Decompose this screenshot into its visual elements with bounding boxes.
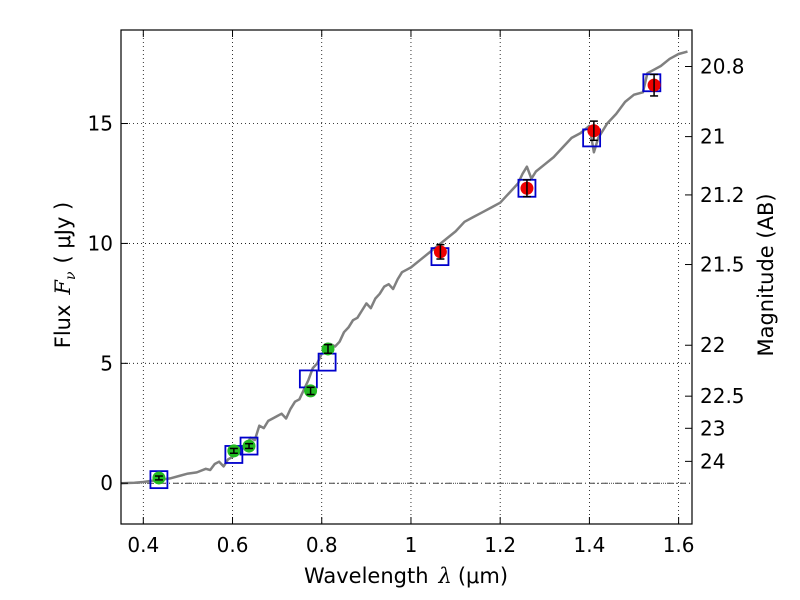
y2-tick-label: 22.5 <box>700 384 745 408</box>
y-tick-label: 0 <box>100 471 113 495</box>
x-tick-label: 1.4 <box>573 533 605 557</box>
x-tick-label: 1.6 <box>663 533 695 557</box>
plot-frame <box>120 29 693 525</box>
axis-ticks: 0.4 0.6 0.8 1 1.2 1.4 1.6 0 5 10 15 20.8 21 21.2 21.5 2… <box>88 30 745 557</box>
y-tick-label: 10 <box>88 231 113 255</box>
y2-tick-label: 21.2 <box>700 183 745 207</box>
y-axis-title: FluxFν( μJy ) <box>51 202 79 348</box>
y2-axis-title: Magnitude (AB) <box>754 193 778 356</box>
x-tick-label: 1.2 <box>484 533 516 557</box>
x-tick-label: 0.8 <box>306 533 338 557</box>
y2-tick-label: 21.5 <box>700 253 745 277</box>
x-tick-label: 0.6 <box>217 533 249 557</box>
model-band-square <box>239 436 259 456</box>
model-band-square <box>149 470 169 490</box>
y2-tick-label: 24 <box>700 449 725 473</box>
x-tick-label: 0.4 <box>127 533 159 557</box>
y2-tick-label: 23 <box>700 416 725 440</box>
y2-tick-label: 22 <box>700 333 725 357</box>
y2-tick-label: 20.8 <box>700 54 745 78</box>
y2-tick-label: 21 <box>700 125 725 149</box>
y-tick-label: 5 <box>100 351 113 375</box>
y-tick-label: 15 <box>88 112 113 136</box>
x-tick-label: 1 <box>405 533 418 557</box>
x-axis-title: Wavelength λ (μm) <box>304 564 508 588</box>
plot-area <box>120 50 688 490</box>
